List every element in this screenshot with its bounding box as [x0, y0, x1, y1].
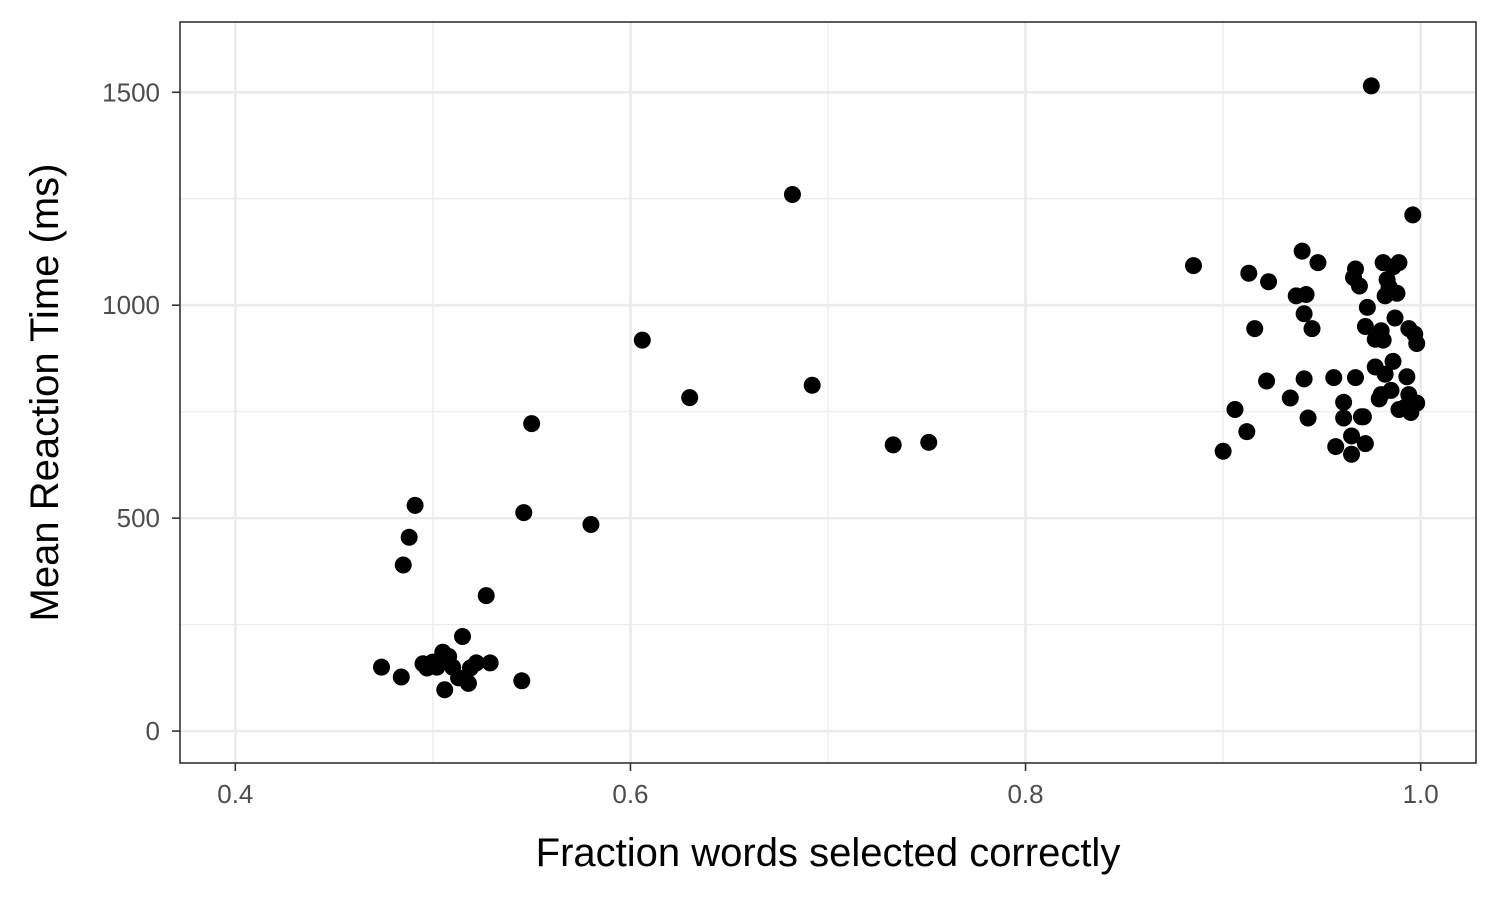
data-point [1335, 393, 1353, 411]
x-tick-label: 0.8 [1007, 779, 1043, 809]
data-point [1295, 305, 1313, 323]
data-point [1386, 309, 1404, 327]
data-point [406, 496, 424, 514]
data-point [523, 415, 541, 433]
data-point [884, 436, 902, 454]
data-point [1299, 409, 1317, 427]
data-point [428, 658, 446, 676]
data-point [1374, 331, 1392, 349]
data-point [803, 376, 821, 394]
data-point [454, 628, 472, 646]
data-point [1408, 394, 1426, 412]
grid [180, 22, 1476, 763]
y-axis-title: Mean Reaction Time (ms) [23, 164, 67, 622]
data-point [1214, 442, 1232, 460]
data-point [1346, 260, 1364, 278]
x-tick-label: 0.6 [612, 779, 648, 809]
data-point [1295, 370, 1313, 388]
data-point [459, 674, 477, 692]
x-tick-label: 1.0 [1403, 779, 1439, 809]
data-point [436, 681, 454, 699]
data-point [1327, 438, 1345, 456]
data-point [1343, 427, 1361, 445]
data-point [1398, 368, 1416, 386]
data-point [1260, 273, 1278, 291]
data-point [1258, 372, 1276, 390]
data-point [783, 185, 801, 203]
data-point [1303, 320, 1321, 338]
data-point [1388, 284, 1406, 302]
data-point [1309, 254, 1327, 272]
data-point [1408, 335, 1426, 353]
data-point [633, 331, 651, 349]
data-point [1356, 317, 1374, 335]
data-point [1293, 242, 1311, 260]
data-point [1362, 77, 1380, 95]
y-tick-label: 1500 [102, 77, 160, 107]
data-point [681, 389, 699, 407]
data-point [1335, 409, 1353, 427]
data-point [1390, 254, 1408, 272]
x-axis-title: Fraction words selected correctly [536, 831, 1121, 875]
data-point [582, 516, 600, 534]
data-point [1382, 381, 1400, 399]
data-point [467, 654, 485, 672]
data-points [373, 77, 1426, 699]
data-point [1343, 445, 1361, 463]
data-point [1238, 423, 1256, 441]
data-point [1184, 257, 1202, 275]
y-tick-label: 0 [146, 716, 160, 746]
data-point [1356, 435, 1374, 453]
data-point [477, 587, 495, 605]
y-axis: 0 500 1000 1500 [102, 77, 180, 746]
data-point [920, 433, 938, 451]
data-point [513, 672, 531, 690]
data-point [1384, 352, 1402, 370]
y-tick-label: 1000 [102, 290, 160, 320]
data-point [1226, 401, 1244, 419]
data-point [394, 556, 412, 574]
data-point [1404, 206, 1422, 224]
x-axis: 0.4 0.6 0.8 1.0 [217, 763, 1439, 809]
x-tick-label: 0.4 [217, 779, 253, 809]
data-point [1246, 320, 1264, 338]
data-point [373, 658, 391, 676]
data-point [1297, 286, 1315, 304]
data-point [400, 528, 418, 546]
data-point [392, 668, 410, 686]
data-point [481, 654, 499, 672]
data-point [1350, 277, 1368, 295]
panel-border [179, 21, 1477, 764]
data-point [1281, 389, 1299, 407]
data-point [1325, 369, 1343, 387]
data-point [1376, 365, 1394, 383]
data-point [1358, 298, 1376, 316]
data-point [1346, 369, 1364, 387]
data-point [515, 504, 533, 522]
data-point [1354, 408, 1372, 426]
y-tick-label: 500 [117, 503, 160, 533]
data-point [1240, 264, 1258, 282]
